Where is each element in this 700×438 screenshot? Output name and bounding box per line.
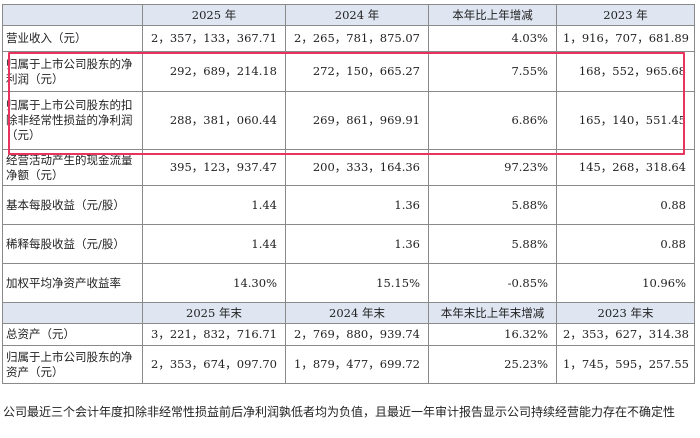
row-label: 营业收入（元） — [2, 25, 143, 52]
header-blank — [2, 302, 143, 324]
cell-change: 7.55% — [428, 51, 557, 92]
cell-2024: 2，265，781，875.07 — [285, 25, 429, 52]
table-row: 基本每股收益（元/股） 1.44 1.36 5.88% 0.88 — [2, 185, 695, 225]
header-row-period: 2025 年 2024 年 本年比上年增减 2023 年 — [2, 4, 695, 26]
table-row: 归属于上市公司股东的净利润（元） 292，689，214.18 272，150，… — [2, 51, 695, 92]
row-label: 稀释每股收益（元/股） — [2, 224, 143, 264]
cell-2024: 269，861，969.91 — [285, 91, 429, 150]
cell-2024: 1.36 — [285, 185, 429, 225]
cell-change: 25.23% — [428, 345, 557, 384]
header-change: 本年比上年增减 — [428, 4, 557, 26]
cell-change: 97.23% — [428, 149, 557, 186]
cell-change: 5.88% — [428, 185, 557, 225]
header-2024: 2024 年 — [285, 4, 429, 26]
cell-change: 16.32% — [428, 323, 557, 346]
row-label: 归属于上市公司股东的净资产（元） — [2, 345, 143, 384]
cell-2024: 2，769，880，939.74 — [285, 323, 429, 346]
row-label: 归属于上市公司股东的扣除非经常性损益的净利润（元） — [2, 91, 143, 150]
table-row: 总资产（元） 3，221，832，716.71 2，769，880，939.74… — [2, 323, 695, 346]
cell-2025: 1.44 — [142, 224, 286, 264]
row-label: 基本每股收益（元/股） — [2, 185, 143, 225]
header-2025-end: 2025 年末 — [142, 302, 286, 324]
cell-2025: 2，357，133，367.71 — [142, 25, 286, 52]
cell-2024: 15.15% — [285, 263, 429, 303]
row-label: 归属于上市公司股东的净利润（元） — [2, 51, 143, 92]
row-label: 经营活动产生的现金流量净额（元） — [2, 149, 143, 186]
table-row: 归属于上市公司股东的净资产（元） 2，353，674，097.70 1，879，… — [2, 345, 695, 384]
cell-2023: 165，140，551.45 — [556, 91, 695, 150]
table-row: 营业收入（元） 2，357，133，367.71 2，265，781，875.0… — [2, 25, 695, 52]
cell-change: 5.88% — [428, 224, 557, 264]
cell-change: 6.86% — [428, 91, 557, 150]
row-label: 总资产（元） — [2, 323, 143, 346]
cell-2023: 1，745，595，257.55 — [556, 345, 695, 384]
cell-2023: 1，916，707，681.89 — [556, 25, 695, 52]
cell-2025: 2，353，674，097.70 — [142, 345, 286, 384]
cell-2025: 288，381，060.44 — [142, 91, 286, 150]
row-label: 加权平均净资产收益率 — [2, 263, 143, 303]
table-row: 稀释每股收益（元/股） 1.44 1.36 5.88% 0.88 — [2, 224, 695, 264]
header-2025: 2025 年 — [142, 4, 286, 26]
cell-2023: 0.88 — [556, 185, 695, 225]
cell-2024: 200，333，164.36 — [285, 149, 429, 186]
cell-2025: 395，123，937.47 — [142, 149, 286, 186]
table-row: 加权平均净资产收益率 14.30% 15.15% -0.85% 10.96% — [2, 263, 695, 303]
cell-change: -0.85% — [428, 263, 557, 303]
cell-2023: 168，552，965.68 — [556, 51, 695, 92]
cell-2023: 2，353，627，314.38 — [556, 323, 695, 346]
cell-2025: 1.44 — [142, 185, 286, 225]
table-row: 归属于上市公司股东的扣除非经常性损益的净利润（元） 288，381，060.44… — [2, 91, 695, 150]
cell-2025: 292，689，214.18 — [142, 51, 286, 92]
header-change-end: 本年末比上年末增减 — [428, 302, 557, 324]
cell-2023: 145，268，318.64 — [556, 149, 695, 186]
header-2023-end: 2023 年末 — [556, 302, 695, 324]
header-row-year-end: 2025 年末 2024 年末 本年末比上年末增减 2023 年末 — [2, 302, 695, 324]
footnote: 公司最近三个会计年度扣除非经常性损益前后净利润孰低者均为负值，且最近一年审计报告… — [3, 405, 676, 419]
header-2023: 2023 年 — [556, 4, 695, 26]
header-blank — [2, 4, 143, 26]
cell-2024: 272，150，665.27 — [285, 51, 429, 92]
cell-2025: 3，221，832，716.71 — [142, 323, 286, 346]
cell-2023: 0.88 — [556, 224, 695, 264]
financial-summary-table: 2025 年 2024 年 本年比上年增减 2023 年 营业收入（元） 2，3… — [2, 4, 695, 384]
cell-change: 4.03% — [428, 25, 557, 52]
table-row: 经营活动产生的现金流量净额（元） 395，123，937.47 200，333，… — [2, 149, 695, 186]
cell-2025: 14.30% — [142, 263, 286, 303]
cell-2024: 1.36 — [285, 224, 429, 264]
cell-2023: 10.96% — [556, 263, 695, 303]
header-2024-end: 2024 年末 — [285, 302, 429, 324]
cell-2024: 1，879，477，699.72 — [285, 345, 429, 384]
